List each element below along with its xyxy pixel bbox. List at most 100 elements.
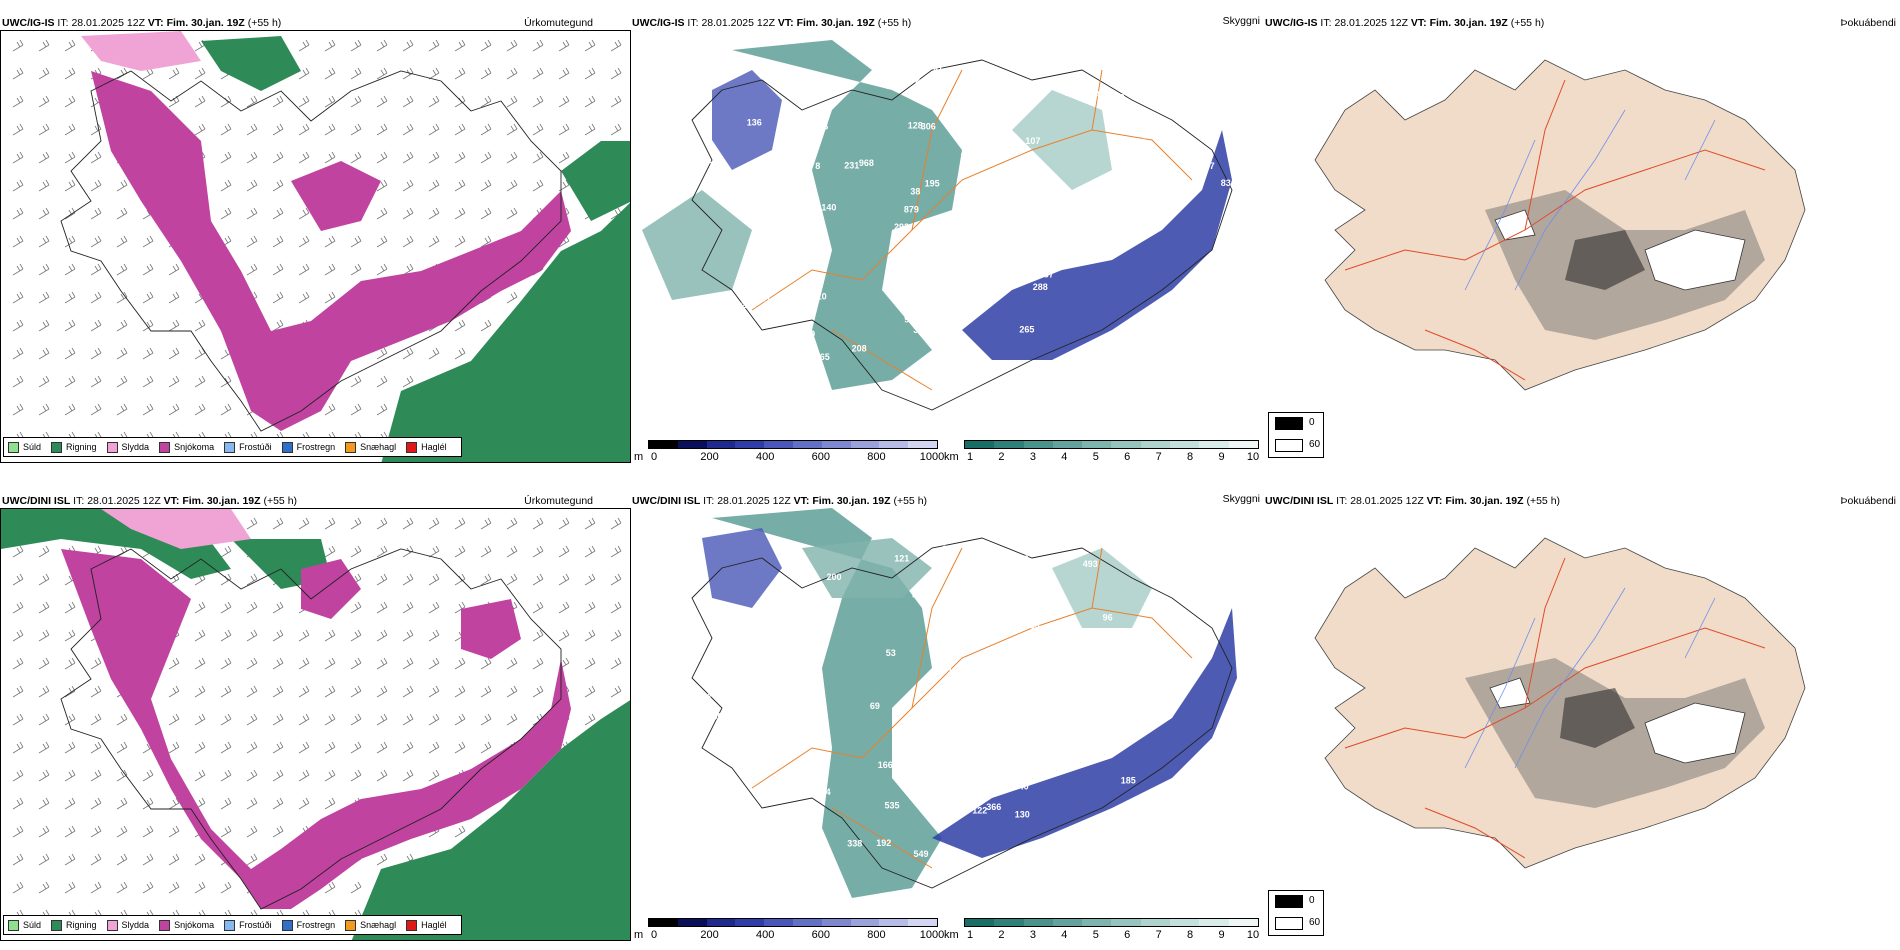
wind-barb [376, 685, 388, 698]
colorbar-segment [821, 441, 851, 448]
wind-barb [220, 657, 232, 670]
cloud-base-value: 96 [1103, 613, 1113, 623]
wind-barb [454, 39, 466, 52]
row2-precip-map[interactable] [0, 508, 631, 941]
wind-barb [506, 573, 518, 586]
cloud-base-value: 53 [1115, 93, 1125, 103]
rain-area [201, 36, 301, 91]
row1-fog-map[interactable] [1265, 30, 1900, 462]
model-name: UWC/IG-IS [632, 17, 685, 29]
wind-barb [168, 375, 180, 388]
wind-barb [376, 629, 388, 642]
wind-barb [402, 657, 414, 670]
colorbar-segment [1228, 441, 1258, 448]
wind-barb [64, 123, 76, 136]
wind-barb [194, 881, 206, 894]
wind-barb [298, 291, 310, 304]
it-label: IT: [687, 17, 699, 29]
cloud-base-value: 83 [1221, 178, 1231, 188]
cloud-base-bar [648, 440, 938, 449]
cloud-base-value: 121 [894, 554, 909, 564]
wind-barb [90, 291, 102, 304]
wind-barb [376, 741, 388, 754]
wind-barb [584, 685, 596, 698]
wind-barb [90, 769, 102, 782]
vt-label: VT: Fim. 30.jan. 19Z [147, 17, 245, 29]
colorbar-tick-label: 7 [1155, 929, 1162, 941]
wind-barb [454, 573, 466, 586]
wind-barb [116, 375, 128, 388]
wind-barb [454, 517, 466, 530]
wind-barb [454, 825, 466, 838]
wind-barb [220, 123, 232, 136]
wind-barb [272, 797, 284, 810]
wind-barb [376, 67, 388, 80]
wind-barb [142, 403, 154, 416]
wind-barb [324, 797, 336, 810]
wind-barb [64, 151, 76, 164]
wind-barb [428, 347, 440, 360]
wind-barb [64, 67, 76, 80]
wind-barb [142, 881, 154, 894]
wind-barb [12, 95, 24, 108]
cloud-base-unit: m [634, 929, 644, 941]
visibility-area [802, 538, 932, 598]
fog-map-svg [1314, 59, 1806, 391]
land [1314, 537, 1806, 869]
wind-barb [428, 713, 440, 726]
wind-barb [376, 151, 388, 164]
wind-barb [38, 123, 50, 136]
legend-item-hail: Haglél [406, 919, 447, 931]
coastline [691, 59, 1233, 411]
wind-barb [428, 123, 440, 136]
visibility-area [732, 40, 962, 390]
wind-barb [12, 375, 24, 388]
cloud-base-value: 163 [981, 187, 996, 197]
wind-barb [402, 375, 414, 388]
glacier [1644, 229, 1746, 291]
row2-cloud-map[interactable]: 96 493 200 96 395 96 212 148 131 88 71 89 84 253 549 12… [632, 508, 1272, 910]
wind-barb [220, 545, 232, 558]
wind-barb [38, 263, 50, 276]
colorbar-segment [1052, 441, 1083, 448]
swatch [8, 441, 19, 453]
wind-barb [272, 601, 284, 614]
wind-barb [142, 319, 154, 332]
rivers [1464, 109, 1716, 291]
lead-time: (+55 h) [263, 495, 298, 507]
wind-barb [558, 601, 570, 614]
row2-fog-map[interactable] [1265, 508, 1900, 940]
wind-barb [428, 741, 440, 754]
colorbar-tick-label: 9 [1218, 451, 1225, 463]
row2-cloud-title: Skyggni [1222, 493, 1260, 505]
wind-barb [246, 769, 258, 782]
wind-barb [376, 853, 388, 866]
cloud-base-value: 530 [719, 373, 734, 383]
wind-barb [324, 151, 336, 164]
row1-cloud-map[interactable]: 268 329 254 292 107 301 128 292 941 968 107 179 306 1… [632, 30, 1272, 432]
colorbar-tick-label: 6 [1124, 929, 1131, 941]
colorbar-segment [1082, 919, 1112, 926]
cloud-base-bar [648, 918, 938, 927]
wind-barb [454, 347, 466, 360]
cloud-base-value: 231 [844, 160, 859, 170]
cloud-base-value: 306 [921, 122, 936, 132]
cloud-base-value: 212 [798, 736, 813, 746]
wind-barb [506, 151, 518, 164]
wind-barb [376, 517, 388, 530]
cloud-base-value: 152 [1182, 630, 1197, 640]
wind-barb [220, 713, 232, 726]
legend-item-snow-pellets: Snæhagl [345, 441, 396, 453]
visibility-unit: km [944, 451, 959, 463]
row1-precip-map[interactable] [0, 30, 631, 463]
wind-barb [610, 545, 622, 558]
wind-barb [454, 67, 466, 80]
wind-barb [298, 39, 310, 52]
wind-barb [90, 657, 102, 670]
colorbar-segment [850, 919, 880, 926]
wind-barb [376, 347, 388, 360]
row2-header-fog: UWC/DINI ISL IT: 28.01.2025 12Z VT: Fim.… [1265, 494, 1560, 508]
wind-barb [402, 517, 414, 530]
wind-barb [350, 123, 362, 136]
wind-barb [532, 151, 544, 164]
